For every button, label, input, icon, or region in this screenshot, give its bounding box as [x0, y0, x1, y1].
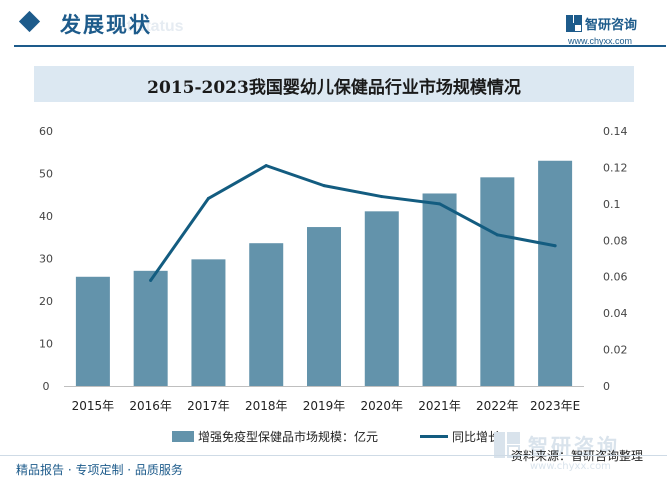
y-right-tick-label: 0.12	[603, 161, 628, 174]
watermark-logo-icon	[494, 432, 520, 458]
footer-divider	[0, 455, 667, 456]
bar-2020年	[364, 211, 399, 386]
x-tick-label: 2017年	[187, 399, 230, 413]
watermark-url: www.chyxx.com	[530, 461, 611, 472]
watermark-brand-name: 智研咨询	[528, 434, 620, 458]
legend-line-label: 同比增长	[452, 430, 501, 444]
growth-rate-line	[149, 164, 557, 282]
bar-2016年	[133, 270, 168, 386]
y-left-tick-label: 20	[39, 295, 53, 308]
y-left-tick-label: 0	[43, 380, 50, 393]
market-size-chart: 0 10 20 30 40 50 60 0 0.02 0.04 0.06 0.08 0.1 0.12 0.1…	[39, 125, 628, 413]
growth-rate-point	[495, 233, 499, 237]
growth-rate-point	[553, 244, 557, 248]
x-tick-label: 2021年	[418, 399, 461, 413]
y-right-tick-label: 0	[603, 380, 610, 393]
source-watermark: 智研咨询	[492, 430, 662, 464]
page-footer: 精品报告 · 专项定制 · 品质服务	[0, 455, 667, 492]
chart-title-band: 2015-2023我国婴幼儿保健品行业市场规模情况	[34, 66, 634, 102]
brand-url: www.chyxx.com	[568, 36, 633, 46]
growth-rate-point	[264, 164, 268, 168]
y-right-tick-label: 0.08	[603, 234, 628, 247]
bar-2023年E	[538, 160, 573, 386]
legend-bar-swatch	[172, 431, 194, 442]
bar-2021年	[422, 193, 457, 386]
chart-title: 2015-2023我国婴幼儿保健品行业市场规模情况	[147, 78, 521, 98]
legend-line-swatch	[420, 435, 448, 438]
y-right-tick-label: 0.1	[603, 198, 621, 211]
x-tick-label: 2016年	[129, 399, 172, 413]
section-title: 发展现状	[60, 12, 152, 37]
x-tick-label: 2022年	[476, 399, 519, 413]
growth-rate-point	[380, 195, 384, 199]
source-note: 资料来源：智研咨询整理	[511, 449, 644, 463]
growth-rate-point	[322, 184, 326, 188]
x-tick-label: 2018年	[245, 399, 288, 413]
x-tick-label: 2019年	[303, 399, 346, 413]
growth-rate-point	[438, 202, 442, 206]
bar-2015年	[75, 276, 110, 386]
y-right-tick-label: 0.06	[603, 271, 628, 284]
brand-icon	[566, 15, 582, 32]
growth-rate-point	[206, 196, 210, 200]
y-right-tick-label: 0.02	[603, 344, 628, 357]
chart-legend: 增强免疫型保健品市场规模：亿元 同比增长	[0, 426, 667, 446]
legend-bar-label: 增强免疫型保健品市场规模：亿元	[198, 430, 379, 444]
bar-2018年	[249, 243, 284, 386]
diamond-icon	[18, 10, 41, 33]
y-left-tick-label: 50	[39, 168, 53, 181]
y-left-tick-label: 40	[39, 210, 53, 223]
y-right-tick-label: 0.04	[603, 307, 628, 320]
section-header: ent status 发展现状 智研咨询 www.chyxx.com	[0, 0, 667, 47]
footer-tagline: 精品报告 · 专项定制 · 品质服务	[16, 463, 183, 477]
growth-rate-point	[149, 278, 153, 282]
x-tick-label: 2015年	[72, 399, 115, 413]
bar-2022年	[480, 177, 515, 386]
bar-2017年	[191, 259, 226, 386]
bar-2019年	[307, 227, 341, 386]
y-left-tick-label: 10	[39, 338, 53, 351]
header-divider	[14, 45, 666, 47]
x-tick-label: 2023年E	[530, 399, 580, 413]
section-title-watermark: ent status	[108, 18, 184, 35]
y-right-tick-label: 0.14	[603, 125, 628, 138]
y-left-tick-label: 30	[39, 253, 53, 266]
brand-name: 智研咨询	[585, 18, 638, 33]
y-left-tick-label: 60	[39, 125, 53, 138]
x-tick-label: 2020年	[361, 399, 404, 413]
